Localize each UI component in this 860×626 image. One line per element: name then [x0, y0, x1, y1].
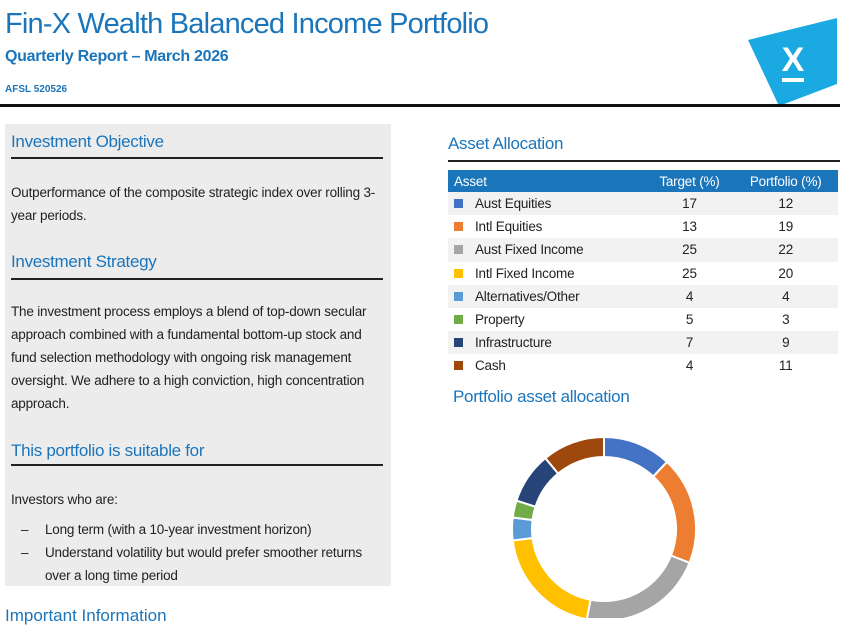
- fin-x-logo: X: [748, 18, 837, 106]
- asset-cell: Aust Fixed Income: [448, 238, 646, 262]
- table-row: Alternatives/Other 4 4: [448, 284, 838, 308]
- target-cell: 13: [682, 219, 697, 235]
- suitable-divider: [11, 464, 383, 466]
- table-row: Intl Fixed Income 25 20: [448, 262, 838, 285]
- col-portfolio: Portfolio (%): [733, 170, 838, 192]
- objective-text: Outperformance of the composite strategi…: [11, 185, 376, 223]
- asset-cell: Cash: [448, 354, 646, 377]
- table-row: Property 5 3: [448, 308, 838, 331]
- col-asset: Asset: [448, 170, 646, 192]
- target-cell: 5: [685, 312, 694, 328]
- suitable-item-text: Long term (with a 10-year investment hor…: [45, 522, 312, 537]
- asset-name: Alternatives/Other: [475, 288, 580, 304]
- target-cell: 17: [645, 192, 734, 216]
- portfolio-cell: 11: [778, 358, 793, 374]
- report-title: Fin-X Wealth Balanced Income Portfolio: [5, 8, 489, 40]
- portfolio-cell: 4: [733, 284, 838, 308]
- target-cell: 25: [645, 238, 734, 262]
- strategy-heading: Investment Strategy: [11, 252, 157, 271]
- asset-cell: Intl Equities: [448, 215, 646, 238]
- suitable-list: – Long term (with a 10-year investment ho…: [11, 518, 381, 587]
- legend-swatch: [454, 245, 463, 255]
- legend-swatch: [454, 338, 463, 348]
- asset-cell: Alternatives/Other: [448, 284, 646, 308]
- portfolio-cell: 3: [782, 312, 790, 328]
- bullet-dash: –: [21, 522, 29, 537]
- donut-slice-alternatives-other: [511, 516, 534, 542]
- col-target: Target (%): [645, 170, 734, 192]
- portfolio-cell: 9: [733, 331, 838, 355]
- asset-cell: Aust Equities: [448, 192, 646, 216]
- asset-name: Aust Fixed Income: [475, 242, 584, 258]
- donut-slice-intl-equities: [651, 460, 697, 565]
- left-info-panel: [5, 124, 391, 586]
- table-header-row: Asset Target (%) Portfolio (%): [448, 170, 838, 192]
- portfolio-cell: 20: [778, 265, 794, 281]
- objective-divider: [11, 157, 383, 159]
- portfolio-cell: 22: [733, 238, 838, 262]
- table-row: Infrastructure 7 9: [448, 331, 838, 355]
- asset-name: Cash: [475, 358, 506, 374]
- legend-swatch: [454, 291, 463, 301]
- asset-name: Aust Equities: [475, 196, 552, 212]
- asset-name: Infrastructure: [475, 335, 552, 351]
- target-cell: 25: [682, 265, 697, 281]
- suitable-intro: Investors who are:: [11, 492, 118, 507]
- portfolio-cell: 12: [733, 192, 838, 216]
- table-row: Intl Equities 13 19: [448, 215, 838, 238]
- legend-swatch: [454, 315, 463, 325]
- important-information-heading: Important Information: [5, 606, 167, 625]
- donut-slice-intl-fixed-income: [511, 536, 592, 618]
- donut-slice-cash: [543, 435, 605, 475]
- suitable-item: – Long term (with a 10-year investment ho…: [11, 518, 381, 541]
- portfolio-donut-chart: [511, 435, 697, 618]
- suitable-item: – Understand volatility but would prefer …: [11, 541, 381, 587]
- target-cell: 7: [645, 331, 734, 355]
- logo-letter: X: [782, 41, 805, 79]
- asset-cell: Infrastructure: [448, 331, 646, 355]
- asset-name: Intl Equities: [475, 219, 543, 235]
- asset-cell: Property: [448, 308, 646, 331]
- table-row: Aust Equities 17 12: [448, 192, 838, 216]
- chart-title: Portfolio asset allocation: [453, 387, 630, 406]
- legend-swatch: [454, 222, 463, 232]
- header-divider: [0, 104, 840, 107]
- table-row: Cash 4 11: [448, 354, 838, 377]
- logo-underline: [782, 78, 804, 82]
- asset-allocation-heading: Asset Allocation: [448, 134, 564, 153]
- portfolio-cell: 19: [778, 219, 794, 235]
- asset-name: Intl Fixed Income: [475, 265, 575, 281]
- asset-name: Property: [475, 312, 525, 328]
- suitable-item-text: Understand volatility but would prefer s…: [45, 545, 362, 583]
- afsl-number: AFSL 520526: [5, 84, 68, 95]
- asset-cell: Intl Fixed Income: [448, 262, 646, 285]
- legend-swatch: [454, 268, 463, 278]
- target-cell: 4: [645, 284, 734, 308]
- legend-swatch: [454, 361, 463, 371]
- table-row: Aust Fixed Income 25 22: [448, 238, 838, 262]
- legend-swatch: [454, 199, 463, 209]
- donut-slice-aust-fixed-income: [586, 554, 691, 618]
- bullet-dash: –: [21, 545, 29, 560]
- asset-allocation-divider: [448, 160, 840, 162]
- asset-allocation-table: Asset Target (%) Portfolio (%) Aust Equi…: [448, 170, 838, 378]
- suitable-heading: This portfolio is suitable for: [11, 441, 205, 460]
- logo-shape: [748, 18, 837, 106]
- target-cell: 4: [685, 358, 694, 374]
- objective-heading: Investment Objective: [11, 132, 164, 151]
- report-subtitle: Quarterly Report – March 2026: [5, 48, 229, 65]
- strategy-divider: [11, 278, 383, 280]
- strategy-text: The investment process employs a blend o…: [11, 304, 367, 411]
